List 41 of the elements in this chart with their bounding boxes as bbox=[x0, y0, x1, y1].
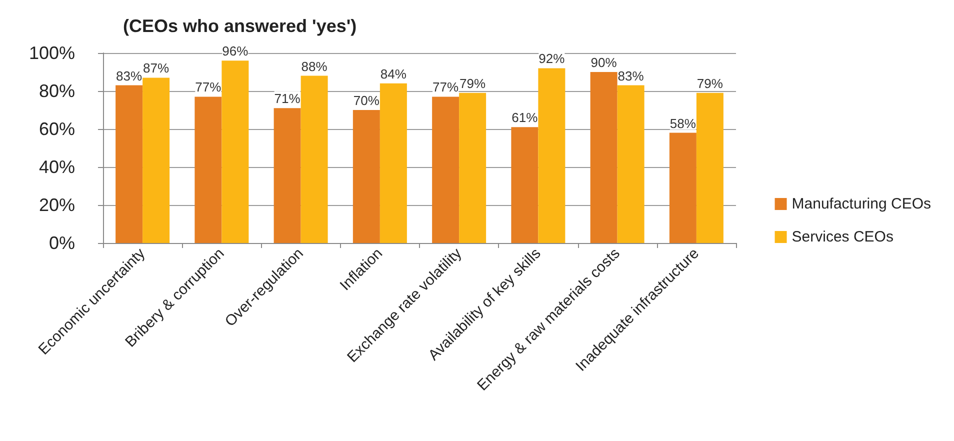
data-label: 92% bbox=[538, 51, 566, 66]
bar bbox=[274, 108, 301, 243]
data-label: 77% bbox=[195, 80, 222, 95]
bar bbox=[617, 85, 644, 243]
bar bbox=[432, 96, 460, 243]
bar bbox=[538, 68, 566, 243]
bar bbox=[222, 60, 249, 243]
data-label: 96% bbox=[222, 44, 249, 59]
y-tick-label: 100% bbox=[28, 43, 75, 63]
bar bbox=[459, 92, 486, 243]
data-label: 58% bbox=[670, 116, 696, 131]
bar bbox=[669, 132, 696, 243]
data-label: 83% bbox=[618, 68, 644, 84]
bar bbox=[194, 96, 222, 243]
data-label: 79% bbox=[460, 76, 486, 91]
y-tick-label: 0% bbox=[48, 233, 75, 253]
bar bbox=[352, 110, 380, 243]
bar bbox=[696, 92, 724, 243]
y-tick-label: 60% bbox=[38, 119, 75, 139]
y-tick-label: 40% bbox=[38, 157, 75, 177]
data-label: 90% bbox=[590, 55, 618, 70]
data-label: 71% bbox=[274, 91, 301, 106]
legend-label: Manufacturing CEOs bbox=[792, 196, 932, 212]
data-label: 61% bbox=[512, 110, 538, 126]
data-label: 84% bbox=[380, 66, 407, 82]
data-label: 79% bbox=[696, 76, 724, 91]
bar bbox=[300, 76, 328, 243]
data-label: 83% bbox=[116, 68, 143, 84]
legend-label: Services CEOs bbox=[792, 228, 894, 246]
bar bbox=[142, 78, 170, 243]
chart-title: (CEOs who answered 'yes') bbox=[123, 16, 357, 36]
data-label: 77% bbox=[432, 80, 460, 95]
data-label: 88% bbox=[301, 58, 328, 74]
data-label: 87% bbox=[143, 60, 170, 76]
bar bbox=[116, 85, 143, 243]
data-label: 70% bbox=[353, 93, 380, 108]
y-tick-label: 80% bbox=[38, 81, 75, 101]
bar bbox=[511, 127, 538, 243]
bar bbox=[380, 83, 407, 243]
bar bbox=[590, 72, 618, 243]
y-tick-label: 20% bbox=[38, 195, 75, 215]
